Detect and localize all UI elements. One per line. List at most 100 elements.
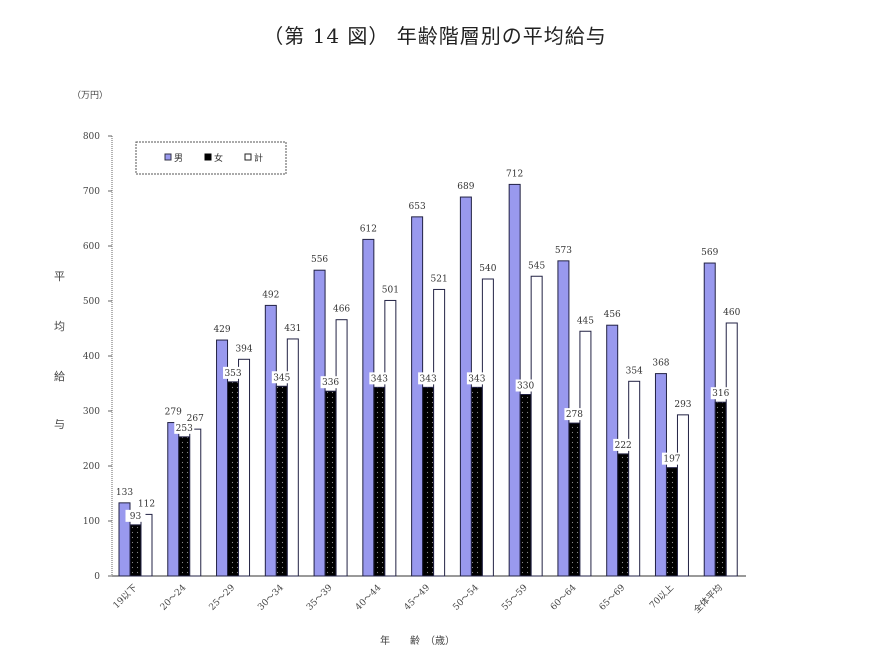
x-tick-label: 70以上 — [647, 582, 676, 611]
bar-total — [725, 322, 738, 577]
data-label-male: 689 — [457, 182, 474, 192]
bar-total — [481, 278, 494, 577]
bar-male — [167, 422, 180, 577]
x-tick-label: 45〜49 — [403, 583, 433, 613]
bar-total — [676, 414, 689, 577]
x-axis-label-text: 年 齢 （歳） — [380, 636, 455, 647]
data-label-female: 253 — [176, 424, 193, 434]
y-axis-label-char: 均 — [54, 320, 65, 333]
data-label-male: 612 — [360, 224, 377, 234]
bar-female — [275, 385, 288, 577]
y-tick-label: 600 — [83, 242, 100, 252]
x-tick-label: 20〜24 — [159, 583, 189, 613]
data-label-total: 501 — [382, 285, 399, 295]
y-tick-label: 500 — [83, 297, 100, 307]
data-label-female: 343 — [420, 374, 437, 384]
bar-total — [384, 299, 397, 577]
bar-female — [470, 386, 483, 577]
bar-female — [519, 394, 532, 577]
data-label-total: 112 — [138, 499, 155, 509]
y-tick-label: 700 — [83, 187, 100, 197]
data-label-male: 368 — [652, 359, 669, 369]
bar-total — [335, 319, 348, 577]
x-tick-label: 65〜69 — [598, 583, 628, 613]
bar-female — [422, 386, 435, 577]
x-tick-label: 50〜54 — [451, 583, 481, 613]
bar-total — [579, 330, 592, 577]
chart-title: （第 14 図） 年齢階層別の平均給与 — [263, 24, 607, 48]
bars — [118, 183, 738, 577]
bar-male — [362, 238, 375, 577]
bar-male — [703, 262, 716, 577]
x-tick-label: 55〜59 — [500, 583, 530, 613]
bar-total — [628, 380, 641, 577]
data-label-total: 445 — [577, 316, 594, 326]
legend-label: 女 — [214, 152, 223, 164]
data-label-male: 133 — [116, 488, 133, 498]
y-tick-label: 300 — [83, 407, 100, 417]
x-tick-label: 19以下 — [112, 583, 140, 611]
bar-male — [313, 269, 326, 577]
data-label-total: 460 — [723, 308, 740, 318]
bar-total — [238, 358, 251, 577]
legend-label: 計 — [254, 152, 263, 164]
x-tick-labels: 19以下 20〜24 25〜29 30〜34 35〜39 40〜44 45〜49 50〜54 5… — [112, 582, 725, 616]
data-label-female: 278 — [566, 410, 583, 420]
x-tick-label: 35〜39 — [305, 583, 335, 613]
data-label-female: 353 — [224, 369, 241, 379]
y-tick-label: 200 — [83, 462, 100, 472]
data-label-total: 466 — [333, 305, 350, 315]
data-label-male: 556 — [311, 255, 328, 265]
x-tick-label: 40〜44 — [354, 583, 384, 613]
data-label-male: 456 — [604, 310, 621, 320]
data-label-total: 267 — [187, 414, 204, 424]
data-label-female: 343 — [468, 374, 485, 384]
y-tick-label: 0 — [94, 572, 100, 582]
bar-male — [459, 196, 472, 577]
data-label-male: 429 — [213, 325, 230, 335]
y-axis-label-char: 与 — [54, 418, 65, 431]
data-label-total: 431 — [284, 324, 301, 334]
bar-male — [264, 304, 277, 577]
bar-female — [568, 422, 581, 577]
bar-female — [617, 453, 630, 577]
bar-total — [530, 275, 543, 577]
x-tick-label: 30〜34 — [256, 583, 286, 613]
bar-female — [178, 436, 191, 577]
y-axis-label-char: 給 — [54, 370, 65, 383]
data-label-male: 569 — [701, 248, 718, 258]
legend-swatch — [244, 153, 252, 161]
data-label-male: 573 — [555, 246, 572, 256]
bar-female — [665, 467, 678, 577]
data-label-female: 222 — [615, 441, 632, 451]
bar-female — [227, 381, 240, 577]
data-label-total: 545 — [528, 261, 545, 271]
data-label-total: 293 — [674, 400, 691, 410]
data-label-male: 712 — [506, 169, 523, 179]
y-axis-label-char: 平 — [54, 270, 65, 283]
legend-swatch — [164, 153, 172, 161]
data-label-female: 330 — [517, 382, 534, 392]
bar-total — [286, 338, 299, 577]
x-tick-label: 60〜64 — [549, 583, 579, 613]
bar-male — [411, 216, 424, 577]
bar-total — [140, 513, 153, 577]
legend-label: 男 — [174, 153, 183, 164]
data-label-total: 521 — [431, 274, 448, 284]
bar-female — [324, 390, 337, 577]
data-label-female: 316 — [712, 389, 729, 399]
data-label-male: 492 — [262, 290, 279, 300]
legend-swatch — [204, 153, 212, 161]
data-label-male: 653 — [409, 202, 426, 212]
y-axis-unit: （万円） — [72, 91, 109, 101]
bar-female — [714, 401, 727, 577]
y-tick-label: 800 — [83, 132, 100, 142]
y-tick-label: 400 — [83, 352, 100, 362]
bar-total — [189, 428, 202, 577]
bar-total — [433, 288, 446, 577]
data-label-total: 394 — [235, 344, 252, 354]
data-label-total: 540 — [479, 264, 496, 274]
bar-female — [129, 524, 142, 577]
data-label-female: 345 — [273, 373, 290, 383]
